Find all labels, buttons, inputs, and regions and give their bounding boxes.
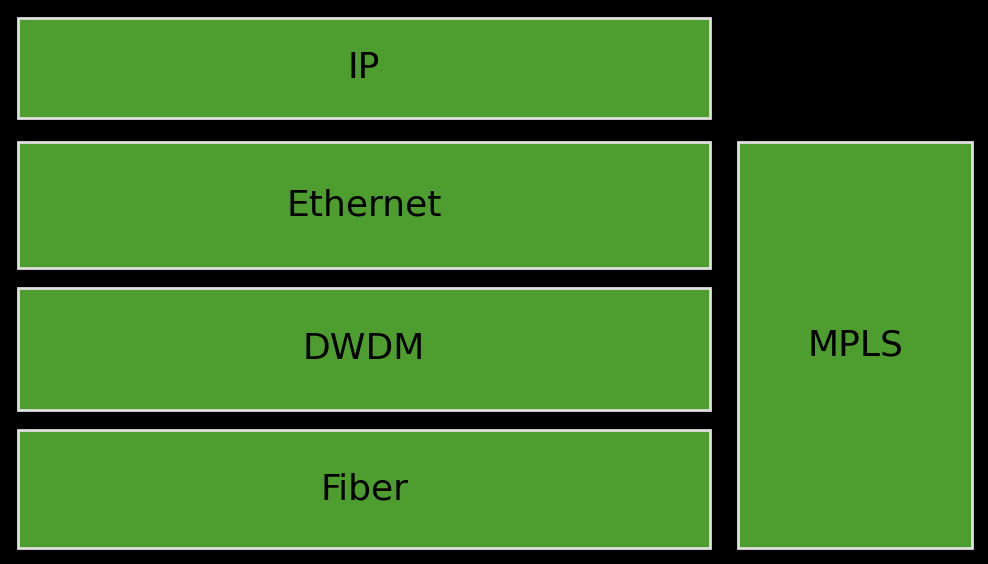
- Text: DWDM: DWDM: [302, 332, 425, 366]
- FancyBboxPatch shape: [18, 142, 710, 268]
- Text: Fiber: Fiber: [320, 472, 408, 506]
- Text: IP: IP: [348, 51, 380, 85]
- FancyBboxPatch shape: [18, 18, 710, 118]
- Text: MPLS: MPLS: [807, 328, 903, 362]
- FancyBboxPatch shape: [738, 142, 972, 548]
- FancyBboxPatch shape: [18, 430, 710, 548]
- FancyBboxPatch shape: [18, 288, 710, 410]
- Text: Ethernet: Ethernet: [287, 188, 442, 222]
